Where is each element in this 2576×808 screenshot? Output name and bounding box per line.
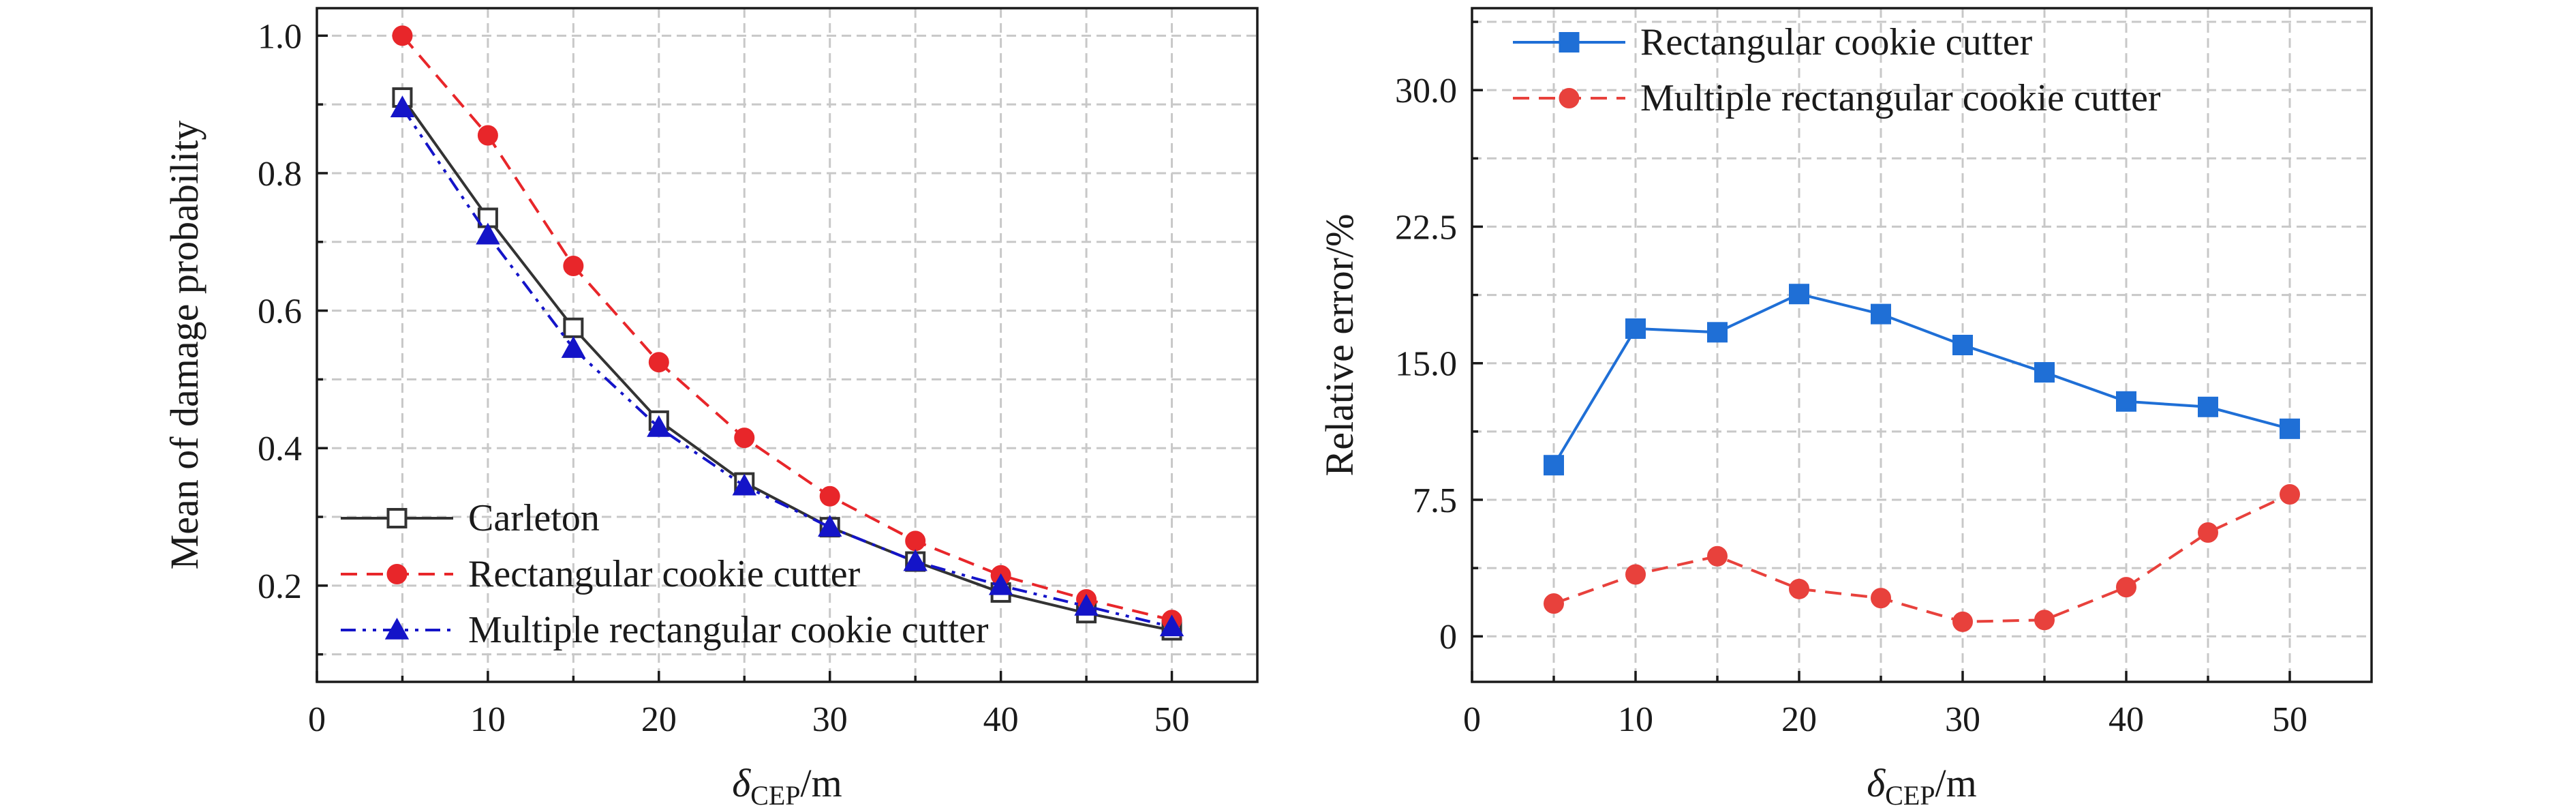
legend-marker-rectangular-cookie-cutter	[1559, 32, 1580, 53]
point-multiple-rectangular-cookie-cutter	[818, 515, 842, 537]
y-tick-label: 22.5	[1395, 208, 1457, 247]
y-tick-label: 0.8	[258, 155, 302, 194]
point-multiple-rectangular-cookie-cutter	[1159, 614, 1184, 637]
legend: Rectangular cookie cutter Multiple rectan…	[1513, 21, 2161, 119]
x-axis-label: δCEP/m	[732, 761, 842, 808]
x-tick-label: 30	[812, 700, 848, 739]
grid	[317, 8, 1257, 682]
y-tick-label: 0.4	[258, 430, 302, 468]
legend: Carleton Rectangular cookie cutter Multipl…	[341, 497, 989, 651]
legend-label-rectangular-cookie-cutter: Rectangular cookie cutter	[1640, 21, 2033, 63]
y-tick-label: 0	[1439, 618, 1457, 657]
point-rectangular-cookie-cutter	[2280, 418, 2300, 439]
legend-label-rectangular-cookie-cutter: Rectangular cookie cutter	[468, 553, 861, 595]
y-tick-label: 15.0	[1395, 345, 1457, 384]
point-multiple-rectangular-cookie-cutter	[1544, 593, 1564, 614]
point-multiple-rectangular-cookie-cutter	[390, 95, 415, 117]
x-tick-label: 40	[2109, 700, 2144, 739]
point-rectangular-cookie-cutter	[905, 530, 926, 552]
y-tick-label: 7.5	[1413, 481, 1457, 520]
point-rectangular-cookie-cutter	[2198, 396, 2218, 417]
point-multiple-rectangular-cookie-cutter	[1074, 594, 1099, 616]
x-tick-label: 50	[1154, 700, 1190, 739]
point-rectangular-cookie-cutter	[1707, 322, 1728, 343]
series-line-rectangular-cookie-cutter	[1552, 293, 2290, 466]
y-axis-label: Relative error/%	[1317, 214, 1362, 477]
x-tick-label: 20	[1781, 700, 1817, 739]
legend-marker-carleton	[386, 508, 408, 528]
point-multiple-rectangular-cookie-cutter	[561, 335, 586, 358]
point-multiple-rectangular-cookie-cutter	[1871, 588, 1891, 609]
legend-label-multiple-rectangular-cookie-cutter: Multiple rectangular cookie cutter	[1640, 77, 2161, 119]
x-tick-label: 10	[1618, 700, 1653, 739]
series-layer	[1544, 284, 2300, 632]
chart-relative-error: 0 10 20 30 40 50 0 7.5 15.0 22.5 30.0 Relative err…	[1317, 7, 2373, 808]
point-rectangular-cookie-cutter	[392, 25, 413, 46]
chart-mean-damage-probability: 0 10 20 30 40 50 0.2 0.4 0.6 0.8 1.0 Mean of damag…	[162, 7, 1259, 808]
legend-marker-rectangular-cookie-cutter	[386, 564, 408, 584]
y-tick-label: 0.6	[258, 293, 302, 331]
x-tick-label: 40	[983, 700, 1019, 739]
series-line-multiple-rectangular-cookie-cutter	[1553, 493, 2290, 623]
point-rectangular-cookie-cutter	[819, 485, 840, 507]
axis-ticks: 0 10 20 30 40 50 0 7.5 15.0 22.5 30.0	[1395, 20, 2307, 739]
point-multiple-rectangular-cookie-cutter	[2280, 483, 2300, 505]
point-rectangular-cookie-cutter	[1544, 455, 1564, 476]
point-multiple-rectangular-cookie-cutter	[732, 473, 756, 496]
point-rectangular-cookie-cutter	[1871, 303, 1891, 325]
series-line-multiple-rectangular-cookie-cutter	[401, 107, 1173, 629]
point-carleton	[563, 317, 584, 338]
point-multiple-rectangular-cookie-cutter	[1789, 578, 1809, 599]
y-tick-label: 1.0	[258, 17, 302, 56]
point-rectangular-cookie-cutter	[477, 125, 498, 146]
point-multiple-rectangular-cookie-cutter	[2034, 610, 2055, 631]
point-multiple-rectangular-cookie-cutter	[1707, 545, 1728, 567]
series-layer	[390, 25, 1184, 641]
legend-marker-multiple-rectangular-cookie-cutter	[1559, 88, 1580, 108]
point-rectangular-cookie-cutter	[563, 256, 584, 277]
point-rectangular-cookie-cutter	[1789, 284, 1809, 305]
series-line-carleton	[401, 96, 1172, 632]
plot-frame	[316, 7, 1259, 683]
x-tick-label: 30	[1945, 700, 1980, 739]
x-tick-label: 0	[308, 700, 326, 739]
point-rectangular-cookie-cutter	[1952, 335, 1973, 355]
x-tick-label: 50	[2272, 700, 2307, 739]
point-rectangular-cookie-cutter	[734, 428, 755, 449]
point-multiple-rectangular-cookie-cutter	[1625, 564, 1646, 585]
point-multiple-rectangular-cookie-cutter	[647, 415, 671, 437]
legend-label-multiple-rectangular-cookie-cutter: Multiple rectangular cookie cutter	[468, 609, 989, 651]
point-rectangular-cookie-cutter	[2034, 362, 2055, 383]
point-rectangular-cookie-cutter	[2116, 391, 2136, 412]
x-tick-label: 0	[1463, 700, 1481, 739]
plot-frame	[1471, 7, 2373, 683]
point-multiple-rectangular-cookie-cutter	[2198, 522, 2218, 543]
point-multiple-rectangular-cookie-cutter	[988, 573, 1013, 595]
point-multiple-rectangular-cookie-cutter	[903, 549, 927, 571]
y-axis-label: Mean of damage probability	[162, 121, 206, 570]
point-multiple-rectangular-cookie-cutter	[476, 222, 500, 245]
legend-marker-multiple-rectangular-cookie-cutter	[384, 617, 410, 640]
point-multiple-rectangular-cookie-cutter	[2116, 577, 2136, 598]
point-rectangular-cookie-cutter	[1625, 318, 1646, 339]
axis-ticks: 0 10 20 30 40 50 0.2 0.4 0.6 0.8 1.0	[258, 17, 1190, 739]
y-tick-label: 30.0	[1395, 72, 1457, 110]
point-rectangular-cookie-cutter	[648, 352, 669, 373]
y-tick-label: 0.2	[258, 567, 302, 606]
legend-label-carleton: Carleton	[468, 497, 600, 539]
series-line-rectangular-cookie-cutter	[401, 35, 1173, 622]
x-tick-label: 20	[641, 700, 677, 739]
point-multiple-rectangular-cookie-cutter	[1952, 611, 1973, 632]
x-axis-label: δCEP/m	[1867, 761, 1977, 808]
x-tick-label: 10	[470, 700, 506, 739]
